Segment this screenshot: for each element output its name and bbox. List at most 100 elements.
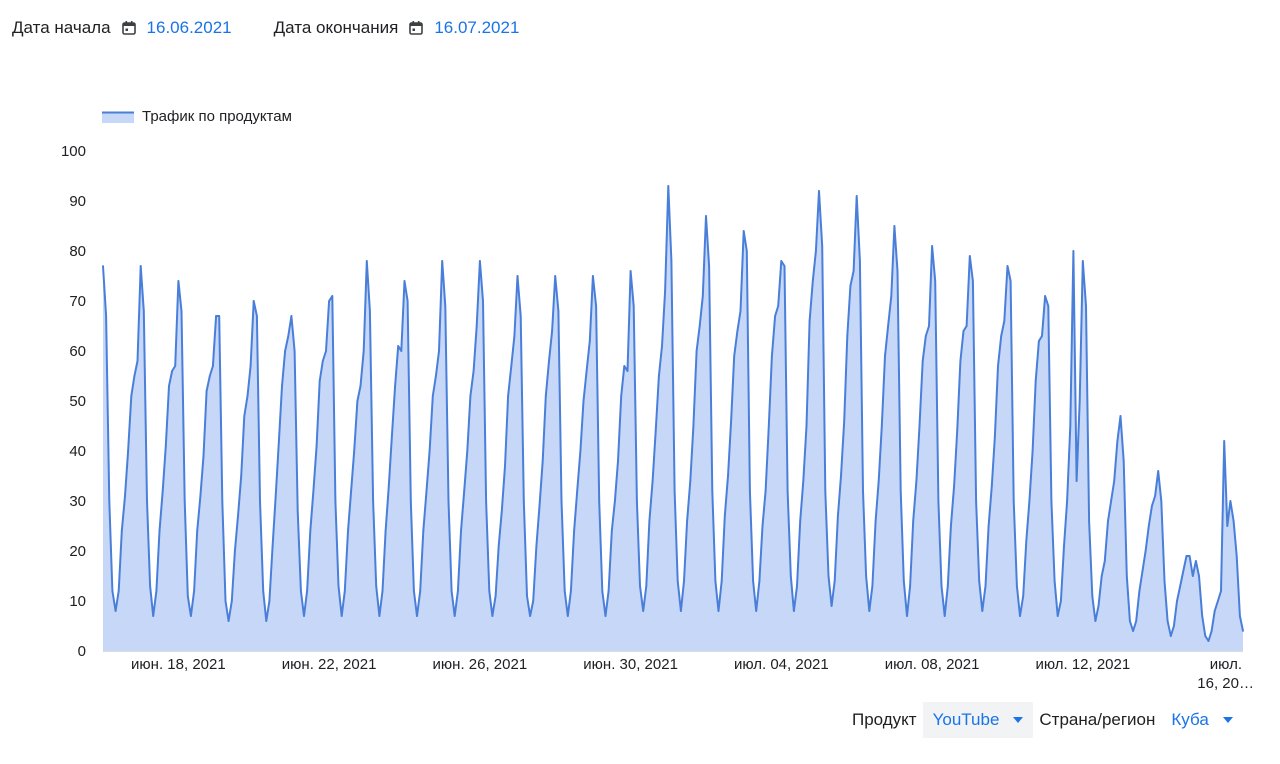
filter-bar: Продукт YouTube Страна/регион Куба	[852, 702, 1243, 738]
data-point	[761, 525, 764, 527]
data-point	[956, 430, 959, 432]
x-tick-label: июл. 04, 2021	[734, 656, 829, 673]
data-point	[830, 605, 833, 607]
data-point	[1038, 340, 1040, 342]
data-point	[425, 490, 428, 492]
data-point	[978, 580, 981, 582]
data-point	[271, 545, 274, 547]
data-point	[1135, 620, 1138, 622]
data-point	[833, 580, 836, 582]
data-point	[438, 350, 440, 352]
data-point	[639, 585, 641, 587]
data-point	[645, 585, 648, 587]
data-point	[161, 490, 164, 492]
data-point	[573, 530, 575, 532]
start-date-picker[interactable]: Дата начала 16.06.2021	[12, 18, 232, 38]
data-point	[1173, 625, 1175, 627]
data-point	[680, 610, 682, 612]
series-line[interactable]	[102, 185, 1244, 642]
data-point	[1122, 460, 1125, 462]
data-point	[1116, 440, 1119, 442]
data-point	[714, 580, 717, 582]
data-point	[419, 590, 422, 592]
data-point	[353, 450, 356, 452]
data-point	[369, 310, 371, 312]
region-filter-label: Страна/регион	[1039, 710, 1156, 729]
data-point	[824, 490, 827, 492]
data-point	[120, 530, 123, 532]
data-point	[783, 265, 786, 267]
data-point	[142, 310, 145, 312]
data-point	[1107, 520, 1109, 522]
data-point	[727, 475, 729, 477]
data-point	[196, 530, 199, 532]
data-point	[1103, 560, 1106, 562]
data-point	[105, 315, 107, 317]
chart-legend[interactable]: Трафик по продуктам	[102, 108, 292, 125]
data-point	[1009, 280, 1012, 282]
data-point	[617, 460, 619, 462]
data-point	[868, 610, 871, 612]
data-point	[758, 580, 761, 582]
data-point	[479, 260, 481, 262]
data-point	[1226, 525, 1229, 527]
data-point	[152, 615, 155, 617]
data-point	[168, 385, 170, 387]
data-point	[325, 350, 327, 352]
data-point	[808, 320, 811, 322]
data-point	[598, 500, 601, 502]
data-point	[965, 325, 968, 327]
data-point	[347, 530, 349, 532]
data-point	[1182, 570, 1185, 572]
product-filter-label: Продукт	[852, 710, 917, 729]
y-tick-label: 70	[69, 293, 86, 310]
y-tick-label: 20	[69, 543, 86, 560]
data-point	[576, 490, 579, 492]
data-point	[815, 250, 817, 252]
data-point	[303, 615, 305, 617]
data-point	[183, 500, 186, 502]
data-point	[1085, 305, 1087, 307]
data-point	[673, 490, 676, 492]
data-point	[384, 530, 387, 532]
data-point	[1141, 570, 1144, 572]
product-dropdown[interactable]: YouTube	[922, 702, 1034, 738]
data-point	[240, 475, 243, 477]
data-point	[1144, 550, 1147, 552]
x-tick-label: июл. 08, 2021	[885, 656, 980, 673]
data-point	[259, 500, 261, 502]
data-point	[821, 245, 824, 247]
y-tick-label: 50	[69, 393, 86, 410]
data-point	[457, 590, 459, 592]
x-tick-label: июн. 30, 2021	[583, 656, 678, 673]
start-date-value[interactable]: 16.06.2021	[146, 18, 232, 37]
data-point	[1081, 260, 1084, 262]
data-point	[695, 350, 698, 352]
data-point	[193, 590, 196, 592]
data-point	[733, 355, 736, 357]
data-point	[937, 500, 940, 502]
data-point	[987, 525, 990, 527]
data-point	[755, 610, 758, 612]
end-date-picker[interactable]: Дата окончания 16.07.2021	[274, 18, 520, 38]
data-point	[648, 520, 651, 522]
data-point	[1163, 580, 1166, 582]
data-point	[208, 375, 211, 377]
data-point	[281, 385, 283, 387]
data-point	[529, 615, 531, 617]
end-date-value[interactable]: 16.07.2021	[434, 18, 520, 37]
data-point	[278, 440, 280, 442]
x-axis: июн. 18, 2021 июн. 22, 2021 июн. 26, 2021 и…	[131, 656, 1254, 692]
data-point	[906, 615, 908, 617]
data-point	[736, 330, 739, 332]
region-dropdown[interactable]: Куба	[1161, 702, 1242, 738]
data-point	[526, 595, 528, 597]
data-point	[642, 610, 645, 612]
y-tick-label: 0	[78, 643, 86, 660]
data-point	[1044, 295, 1046, 297]
data-point	[1154, 495, 1156, 497]
data-point	[190, 615, 192, 617]
data-point	[548, 360, 550, 362]
data-point	[136, 360, 139, 362]
data-point	[171, 370, 174, 372]
